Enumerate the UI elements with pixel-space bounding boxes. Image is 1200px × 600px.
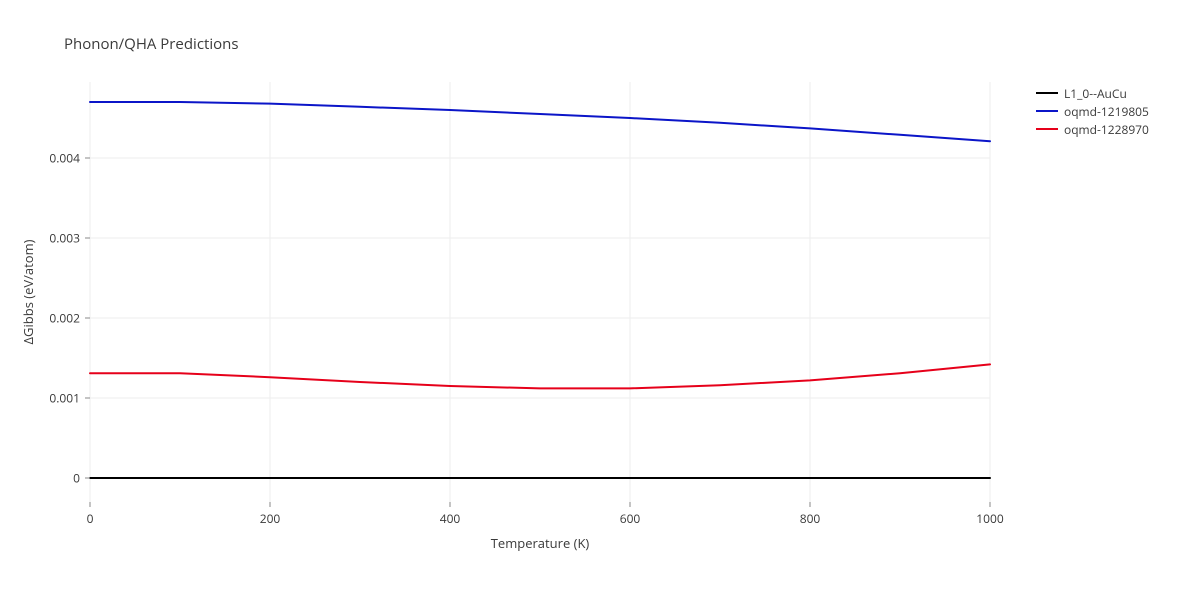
chart-plot — [0, 0, 1200, 600]
y-tick: 0.001 — [49, 390, 80, 407]
x-tick: 0 — [87, 510, 94, 527]
legend-item[interactable]: oqmd-1228970 — [1036, 120, 1149, 138]
x-tick: 600 — [620, 510, 641, 527]
chart-legend: L1_0--AuCuoqmd-1219805oqmd-1228970 — [1036, 84, 1149, 138]
x-tick: 400 — [440, 510, 461, 527]
legend-item[interactable]: oqmd-1219805 — [1036, 102, 1149, 120]
legend-item[interactable]: L1_0--AuCu — [1036, 84, 1149, 102]
chart-title: Phonon/QHA Predictions — [64, 34, 239, 54]
y-tick: 0.004 — [49, 150, 80, 167]
x-axis-label: Temperature (K) — [491, 534, 590, 552]
y-axis-label: ΔGibbs (eV/atom) — [19, 240, 37, 345]
x-tick: 800 — [800, 510, 821, 527]
x-tick: 200 — [260, 510, 281, 527]
legend-label: oqmd-1219805 — [1064, 103, 1149, 120]
legend-label: oqmd-1228970 — [1064, 121, 1149, 138]
legend-label: L1_0--AuCu — [1064, 85, 1127, 102]
legend-swatch — [1036, 92, 1058, 94]
chart-container: Phonon/QHA Predictions Temperature (K) Δ… — [0, 0, 1200, 600]
y-tick: 0 — [73, 470, 80, 487]
legend-swatch — [1036, 110, 1058, 112]
y-tick: 0.003 — [49, 230, 80, 247]
legend-swatch — [1036, 128, 1058, 130]
y-tick: 0.002 — [49, 310, 80, 327]
x-tick: 1000 — [976, 510, 1003, 527]
